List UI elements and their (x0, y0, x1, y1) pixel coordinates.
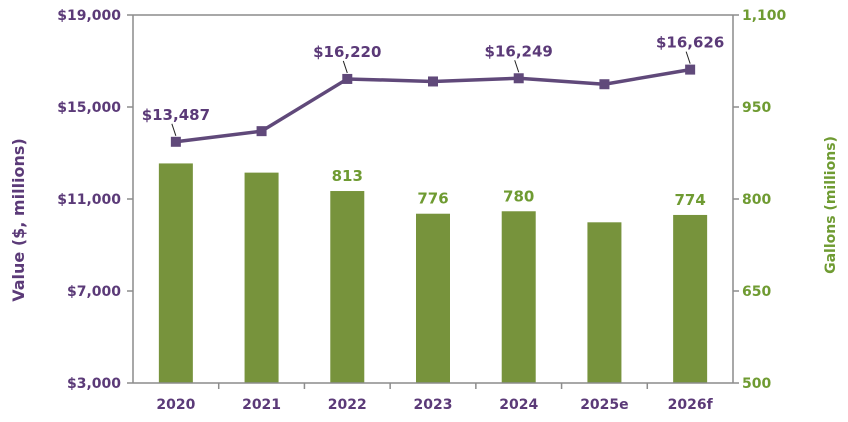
line-marker-2021 (256, 126, 267, 137)
line-layer (170, 64, 696, 147)
line-marker-2026f (685, 64, 696, 75)
bars-layer (158, 163, 708, 383)
y-right-tick-label: 500 (742, 376, 771, 392)
line-marker-2022 (342, 73, 353, 84)
line-marker-2020 (170, 136, 181, 147)
line-data-label: $13,487 (142, 106, 210, 124)
bar-data-label: 776 (417, 190, 448, 208)
bar-data-label: 780 (503, 187, 534, 205)
bar-data-label: 774 (674, 191, 705, 209)
y-right-tick-label: 650 (742, 284, 771, 300)
line-label-leader (685, 51, 691, 64)
bar-data-label: 813 (332, 167, 363, 185)
y-left-tick-label: $11,000 (57, 192, 121, 208)
ticks-layer: $3,000 $7,000 $11,000 $15,000 $19,000 500 650 8… (57, 8, 786, 413)
line-marker-2023 (428, 76, 438, 87)
bar-2024 (501, 211, 536, 383)
y-left-tick-label: $3,000 (67, 376, 121, 392)
line-marker-2025e (599, 79, 610, 90)
y-axis-right-label: Gallons (millions) (823, 136, 839, 274)
line-data-label: $16,626 (656, 34, 724, 52)
x-tick-label: 2026f (668, 397, 714, 413)
x-tick-label: 2024 (499, 397, 538, 413)
x-tick-label: 2023 (414, 397, 453, 413)
y-axis-left-label: Value ($, millions) (9, 138, 28, 302)
y-right-tick-label: 1,100 (742, 8, 787, 24)
line-marker-2024 (513, 73, 524, 84)
x-tick-label: 2021 (242, 397, 281, 413)
bar-2023 (416, 213, 450, 383)
line-label-leader (171, 123, 177, 136)
y-right-tick-label: 800 (742, 192, 771, 208)
x-tick-label: 2020 (156, 397, 195, 413)
x-tick-label: 2025e (580, 397, 628, 413)
line-label-leader (514, 60, 520, 73)
line-label-leader (342, 60, 348, 74)
y-left-tick-label: $15,000 (57, 100, 121, 116)
bar-2026f (673, 214, 708, 383)
y-left-tick-label: $19,000 (57, 8, 121, 24)
y-left-tick-label: $7,000 (67, 284, 121, 300)
y-right-tick-label: 950 (742, 100, 771, 116)
bar-2022 (330, 191, 365, 383)
bar-2025e (587, 222, 622, 383)
labels-layer: 813 776 780 774 $13,487 $16,220 $16,249 $16,626 (142, 34, 725, 209)
bar-2020 (158, 163, 193, 383)
x-tick-label: 2022 (328, 397, 367, 413)
line-data-label: $16,249 (485, 42, 553, 60)
line-data-label: $16,220 (313, 43, 381, 61)
bar-2021 (244, 172, 279, 383)
